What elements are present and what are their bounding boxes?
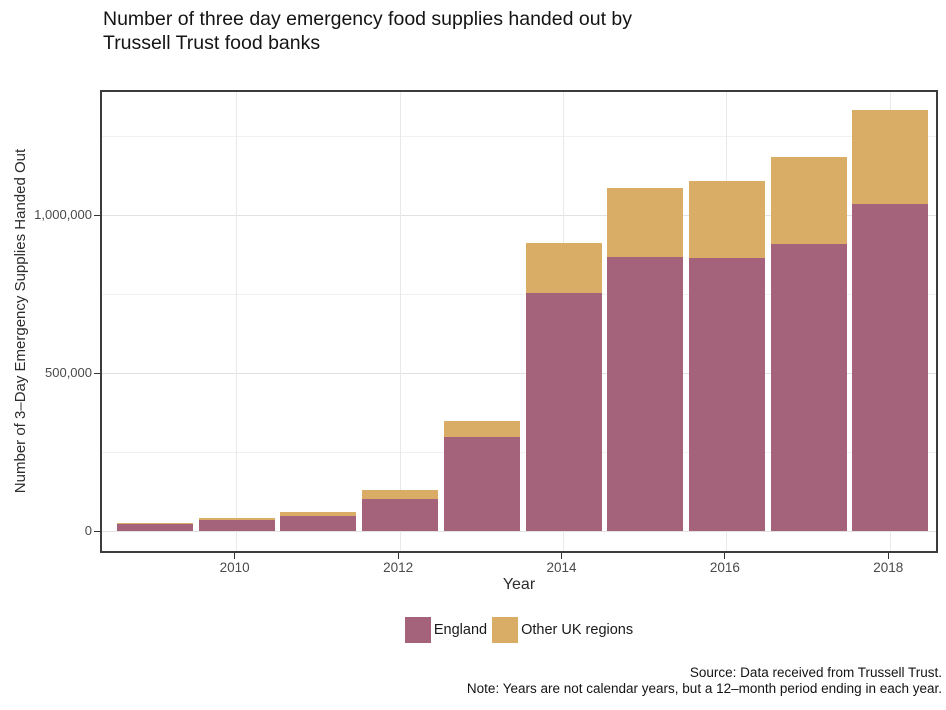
y-tick-mark [94,372,100,374]
x-axis-title: Year [502,576,536,593]
bar-segment-other-uk-regions-2013 [443,421,520,438]
bar-segment-england-2012 [362,499,439,531]
gridline-minor [102,135,936,137]
x-tick-label: 2010 [219,560,250,575]
x-tick-label: 2016 [709,560,740,575]
bar-segment-england-2014 [525,293,602,531]
chart-title-line2: Trussell Trust food banks [103,32,321,54]
gridline-vertical-2012 [399,92,401,551]
bar-segment-other-uk-regions-2011 [280,511,357,516]
caption-note-line: Note: Years are not calendar years, but … [466,680,942,696]
caption-source-line: Source: Data received from Trussell Trus… [689,665,942,680]
y-tick-label: 500,000 [45,365,92,380]
y-tick-label: 0 [84,523,92,538]
y-tick-label: 1,000,000 [34,207,92,222]
bar-segment-england-2010 [198,519,275,531]
gridline-major [102,214,936,216]
x-tick-mark [234,553,236,559]
bar-segment-other-uk-regions-2015 [607,188,684,258]
bar-segment-england-2009 [117,523,193,531]
bar-segment-other-uk-regions-2009 [117,522,193,524]
legend-label-other-uk-regions: Other UK regions [521,622,634,638]
gridline-minor [102,293,936,295]
bar-segment-other-uk-regions-2016 [688,180,765,259]
gridline-major [102,372,936,374]
y-axis-title: Number of 3–Day Emergency Supplies Hande… [12,148,29,494]
y-tick-mark [94,530,100,532]
bar-segment-other-uk-regions-2010 [198,518,275,520]
bar-segment-other-uk-regions-2018 [852,109,929,204]
x-tick-label: 2018 [873,560,904,575]
legend: England Other UK regions [100,616,938,644]
caption: Source: Data received from Trussell Trus… [467,665,942,696]
legend-swatch-england [404,617,431,643]
y-tick-mark [94,214,100,216]
legend-swatch-other-uk-regions [492,617,519,643]
bar-segment-england-2011 [280,515,357,531]
x-tick-mark [724,553,726,559]
x-tick-mark [397,553,399,559]
x-tick-label: 2014 [546,560,577,575]
gridline-major [102,530,936,532]
gridline-vertical-2010 [236,92,238,551]
bar-segment-other-uk-regions-2014 [525,242,602,294]
bar-segment-other-uk-regions-2012 [362,490,439,500]
chart-title-line1: Number of three day emergency food suppl… [103,8,632,30]
chart-title: Number of three day emergency food suppl… [103,7,632,55]
x-tick-label: 2012 [383,560,414,575]
bar-segment-england-2017 [770,244,847,531]
bar-segment-england-2018 [852,203,929,531]
plot-panel [100,90,938,553]
bar-segment-other-uk-regions-2017 [770,157,847,245]
x-tick-mark [887,553,889,559]
bar-segment-england-2016 [688,258,765,531]
x-tick-mark [561,553,562,559]
bar-segment-england-2015 [607,257,684,531]
bar-segment-england-2013 [443,437,520,531]
legend-label-england: England [433,622,488,638]
